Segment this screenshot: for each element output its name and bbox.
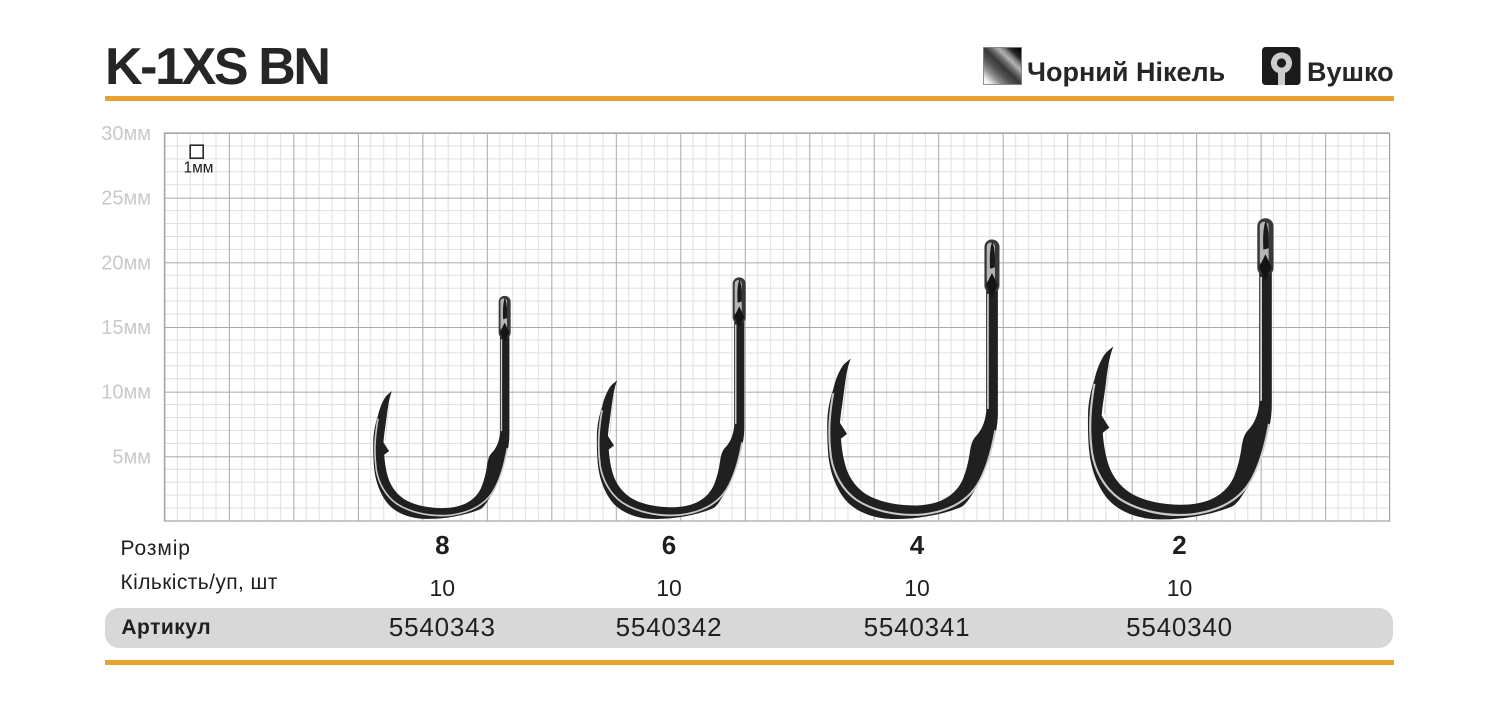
- svg-text:1мм: 1мм: [184, 160, 214, 177]
- svg-text:30мм: 30мм: [101, 123, 151, 145]
- svg-text:10мм: 10мм: [101, 382, 151, 404]
- svg-text:15мм: 15мм: [101, 317, 151, 339]
- svg-text:20мм: 20мм: [101, 252, 151, 274]
- svg-text:25мм: 25мм: [101, 188, 151, 210]
- svg-text:5мм: 5мм: [112, 446, 151, 468]
